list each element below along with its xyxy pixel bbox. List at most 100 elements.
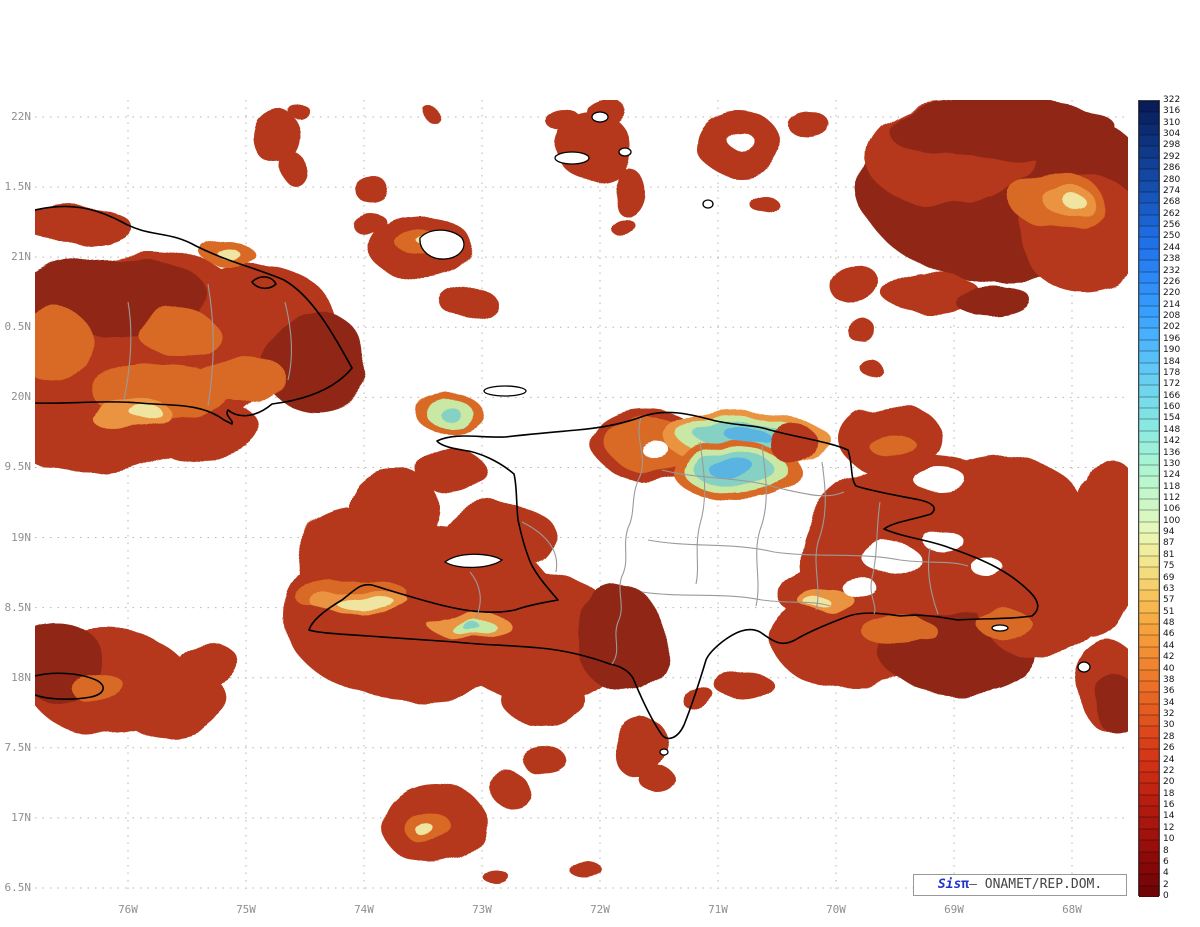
colorbar-value: 38	[1163, 674, 1175, 685]
colorbar-value: 28	[1163, 731, 1175, 742]
colorbar-cell	[1139, 362, 1159, 374]
lat-tick-label: 0.5N	[4, 320, 32, 334]
colorbar-value: 81	[1163, 549, 1175, 560]
colorbar-cell	[1139, 828, 1159, 841]
colorbar-cell	[1139, 646, 1159, 659]
colorbar-value: 36	[1163, 686, 1175, 697]
colorbar-cell	[1139, 146, 1159, 158]
colorbar-cell	[1139, 419, 1159, 431]
tortuga-island	[483, 385, 527, 397]
credit-org: ONAMET/REP.DOM.	[984, 877, 1103, 892]
colorbar-value: 26	[1163, 743, 1175, 754]
colorbar-cell	[1139, 624, 1159, 636]
colorbar-cell	[1139, 703, 1159, 716]
colorbar-cell	[1139, 442, 1159, 454]
colorbar-value: 268	[1163, 197, 1181, 208]
colorbar-value: 106	[1163, 504, 1181, 515]
colorbar-value: 226	[1163, 276, 1181, 287]
colorbar-cell	[1139, 794, 1159, 807]
colorbar-cell	[1139, 282, 1159, 295]
beata-island	[659, 748, 669, 756]
colorbar-cell	[1139, 589, 1159, 602]
colorbar	[1138, 100, 1160, 897]
colorbar-cell	[1139, 101, 1159, 113]
lat-tick-label: 22N	[11, 110, 31, 123]
colorbar-value: 136	[1163, 447, 1181, 458]
colorbar-cell	[1139, 476, 1159, 488]
pi-symbol: π	[961, 877, 970, 892]
colorbar-cell	[1139, 191, 1159, 204]
colorbar-cell	[1139, 453, 1159, 465]
credit-system-name: Sis	[937, 877, 962, 892]
colorbar-value: 42	[1163, 652, 1175, 663]
colorbar-cell	[1139, 203, 1159, 215]
colorbar-cell	[1139, 806, 1159, 818]
colorbar-value: 124	[1163, 470, 1181, 481]
colorbar-cell	[1139, 783, 1159, 795]
colorbar-value: 154	[1163, 413, 1181, 424]
colorbar-value: 118	[1163, 481, 1181, 492]
colorbar-value: 166	[1163, 390, 1181, 401]
colorbar-value: 196	[1163, 333, 1181, 344]
colorbar-cell	[1139, 715, 1159, 727]
colorbar-cell	[1139, 658, 1159, 670]
colorbar-value: 160	[1163, 402, 1181, 413]
lon-axis: 76W 75W 74W 73W 72W 71W 70W 69W 68W	[0, 903, 1200, 919]
lon-tick-label: 70W	[826, 903, 846, 916]
colorbar-cell	[1139, 169, 1159, 181]
grand-turk-island	[702, 199, 714, 209]
colorbar-cell	[1139, 851, 1159, 863]
colorbar-value: 75	[1163, 561, 1175, 572]
hispaniola-coast	[308, 411, 1039, 740]
colorbar-cell	[1139, 544, 1159, 556]
colorbar-value: 12	[1163, 822, 1175, 833]
colorbar-cell	[1139, 123, 1159, 136]
colorbar-cell	[1139, 726, 1159, 738]
colorbar-cell	[1139, 351, 1159, 363]
lat-tick-label: 6.5N	[4, 880, 32, 894]
colorbar-cell	[1139, 237, 1159, 249]
colorbar-value: 0	[1163, 891, 1169, 901]
colorbar-value: 244	[1163, 242, 1181, 253]
gonave-island	[443, 553, 504, 569]
colorbar-value: 6	[1163, 856, 1169, 867]
colorbar-value: 87	[1163, 538, 1175, 549]
cuba-bay	[251, 276, 277, 290]
colorbar-value: 18	[1163, 788, 1175, 799]
colorbar-cell	[1139, 305, 1159, 318]
colorbar-cell	[1139, 874, 1159, 886]
colorbar-value: 2	[1163, 879, 1169, 890]
lon-tick-label: 73W	[472, 903, 492, 916]
colorbar-cell	[1139, 817, 1159, 829]
colorbar-value: 316	[1163, 106, 1181, 117]
colorbar-value: 112	[1163, 493, 1181, 503]
lon-tick-label: 75W	[236, 903, 256, 916]
cuba-south-coast	[35, 367, 353, 425]
colorbar-cell	[1139, 135, 1159, 147]
colorbar-value: 10	[1163, 834, 1175, 845]
lat-tick-label: 19N	[11, 530, 31, 544]
colorbar-cell	[1139, 635, 1159, 647]
colorbar-cell	[1139, 396, 1159, 409]
lat-tick-label: 17N	[11, 810, 31, 824]
lon-tick-label: 68W	[1062, 903, 1082, 916]
colorbar-value: 100	[1163, 515, 1181, 526]
colorbar-value: 172	[1163, 379, 1181, 390]
lat-tick-label: 21N	[11, 250, 31, 264]
colorbar-value: 298	[1163, 140, 1181, 151]
lat-tick-label: 20N	[11, 390, 31, 404]
colorbar-cell	[1139, 567, 1159, 579]
colorbar-cell	[1139, 328, 1159, 340]
lon-tick-label: 72W	[590, 903, 610, 916]
colorbar-cell	[1139, 408, 1159, 420]
colorbar-cell	[1139, 885, 1159, 897]
lon-tick-label: 76W	[118, 903, 138, 916]
colorbar-value: 63	[1163, 583, 1175, 594]
colorbar-cell	[1139, 521, 1159, 534]
colorbar-value: 214	[1163, 299, 1181, 310]
inagua-island	[419, 229, 465, 260]
colorbar-value: 202	[1163, 322, 1181, 333]
credit-separator: –	[969, 877, 985, 892]
